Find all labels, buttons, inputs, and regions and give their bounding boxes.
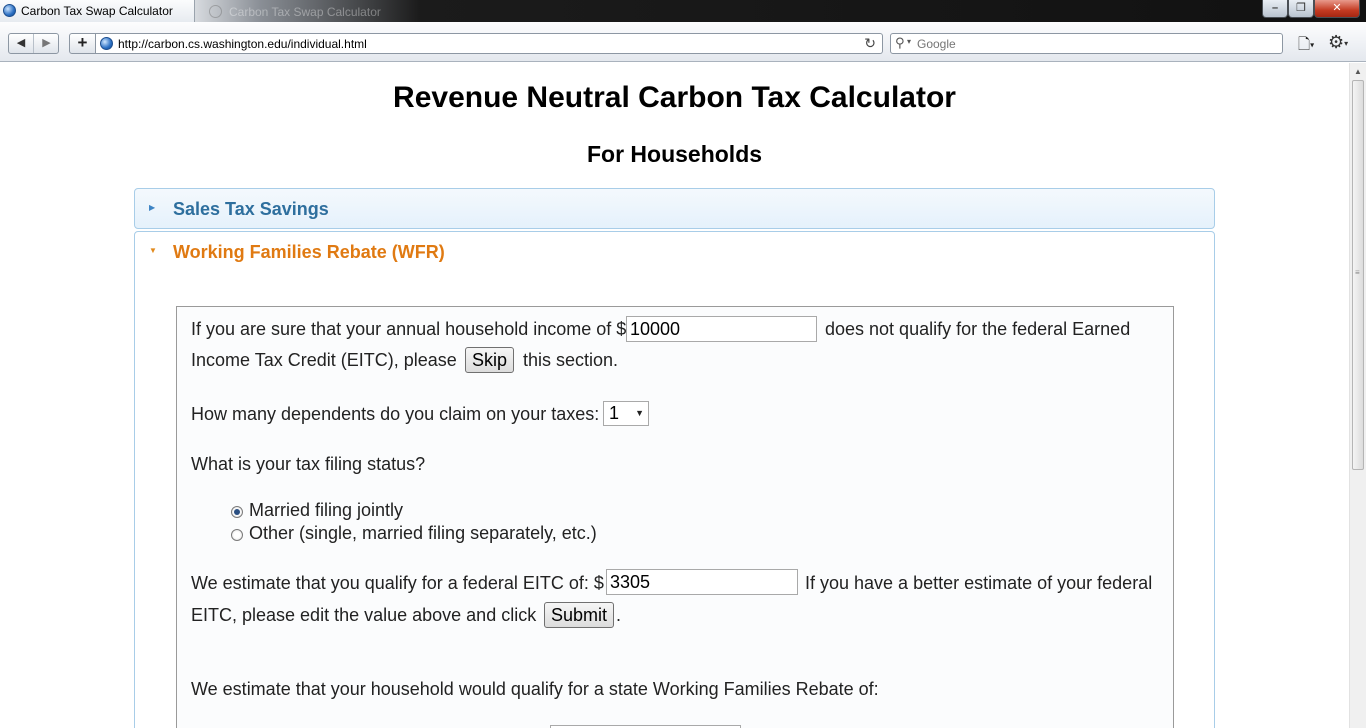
wfr-form-box: If you are sure that your annual househo…	[176, 306, 1174, 728]
scroll-thumb[interactable]: ≡	[1352, 80, 1364, 470]
radio-label-married-jointly[interactable]: Married filing jointly	[249, 500, 404, 520]
eitc-line2-suffix-text: .	[616, 605, 622, 625]
accordion-header-wfr[interactable]: ▼ Working Families Rebate (WFR)	[134, 231, 1215, 272]
chevron-down-icon[interactable]: ▾	[907, 37, 912, 46]
tab-active[interactable]: Carbon Tax Swap Calculator	[0, 0, 195, 22]
search-input[interactable]	[917, 36, 1267, 52]
back-forward-group: ◀ ▶	[8, 33, 59, 54]
dependents-value: 1	[609, 403, 620, 423]
accordion-label: Working Families Rebate (WFR)	[173, 242, 445, 262]
globe-icon	[100, 37, 113, 50]
filing-question: What is your tax filing status?	[191, 454, 426, 474]
search-icon[interactable]: ⚲	[895, 35, 905, 50]
tab-title: Carbon Tax Swap Calculator	[229, 5, 381, 19]
gear-icon[interactable]: ⚙▾	[1328, 32, 1349, 52]
minimize-button[interactable]: –	[1262, 0, 1288, 18]
triangle-down-icon: ▼	[149, 246, 157, 255]
dependents-question: How many dependents do you claim on your…	[191, 404, 600, 424]
radio-married-jointly[interactable]	[231, 506, 243, 518]
close-button[interactable]: ✕	[1314, 0, 1360, 18]
rebate-text: We estimate that your household would qu…	[191, 679, 879, 699]
minimize-icon: –	[1271, 2, 1279, 14]
close-icon: ✕	[1332, 2, 1342, 14]
accordion-panel-wfr: If you are sure that your annual househo…	[134, 271, 1215, 728]
radio-label-other[interactable]: Other (single, married filing separately…	[249, 523, 597, 543]
navigation-toolbar: ◀ ▶ + http://carbon.cs.washington.edu/in…	[0, 22, 1366, 62]
chevron-down-icon: ▼	[635, 408, 644, 418]
vertical-scrollbar[interactable]: ▲ ≡	[1349, 63, 1366, 728]
rebate-output	[550, 725, 741, 728]
accordion-header-sales-tax[interactable]: ▶ Sales Tax Savings	[134, 188, 1215, 229]
page-subtitle: For Households	[586, 141, 763, 167]
plus-icon: +	[77, 33, 88, 52]
triangle-right-icon: ▶	[149, 203, 156, 212]
dependents-select[interactable]: 1 ▼	[603, 401, 649, 426]
forward-arrow-icon: ▶	[42, 37, 51, 49]
submit-button[interactable]: Submit	[544, 602, 615, 628]
income-prefix-text: If you are sure that your annual househo…	[191, 319, 627, 339]
page-title: Revenue Neutral Carbon Tax Calculator	[393, 81, 956, 114]
income-input[interactable]	[626, 316, 817, 342]
globe-icon	[209, 5, 222, 18]
accordion-label: Sales Tax Savings	[173, 199, 329, 219]
url-text[interactable]: http://carbon.cs.washington.edu/individu…	[118, 37, 367, 51]
tab-background[interactable]: Carbon Tax Swap Calculator	[203, 2, 395, 22]
income-line2-text: Income Tax Credit (EITC), please	[191, 350, 457, 370]
tab-title: Carbon Tax Swap Calculator	[21, 4, 173, 18]
radio-other[interactable]	[231, 529, 243, 541]
page-content: Revenue Neutral Carbon Tax Calculator Fo…	[0, 63, 1349, 728]
add-bookmark-button[interactable]: +	[69, 33, 96, 54]
maximize-button[interactable]: ❐	[1288, 0, 1314, 18]
title-bar-background	[0, 0, 1366, 22]
page-menu-icon[interactable]: 🗋▾	[1298, 36, 1315, 53]
eitc-prefix-text: We estimate that you qualify for a feder…	[191, 573, 604, 593]
search-bar[interactable]: ⚲ ▾	[890, 33, 1283, 54]
income-line2-suffix-text: this section.	[523, 350, 619, 370]
back-arrow-icon: ◀	[16, 37, 26, 49]
restore-icon: ❐	[1296, 2, 1306, 14]
skip-button[interactable]: Skip	[465, 347, 515, 373]
reload-icon[interactable]: ↻	[864, 35, 876, 51]
globe-icon	[3, 4, 16, 17]
grip-icon: ≡	[1355, 268, 1360, 277]
window-title-bar: Carbon Tax Swap Calculator Carbon Tax Sw…	[0, 0, 1366, 22]
income-suffix-text: does not qualify for the federal Earned	[825, 319, 1131, 339]
address-bar[interactable]: http://carbon.cs.washington.edu/individu…	[96, 33, 883, 54]
eitc-suffix-text: If you have a better estimate of your fe…	[805, 573, 1153, 593]
back-button[interactable]: ◀	[9, 34, 34, 53]
forward-button[interactable]: ▶	[34, 34, 59, 53]
scroll-up-arrow-icon[interactable]: ▲	[1354, 67, 1362, 76]
eitc-input[interactable]	[606, 569, 798, 595]
eitc-line2-text: EITC, please edit the value above and cl…	[191, 605, 537, 625]
